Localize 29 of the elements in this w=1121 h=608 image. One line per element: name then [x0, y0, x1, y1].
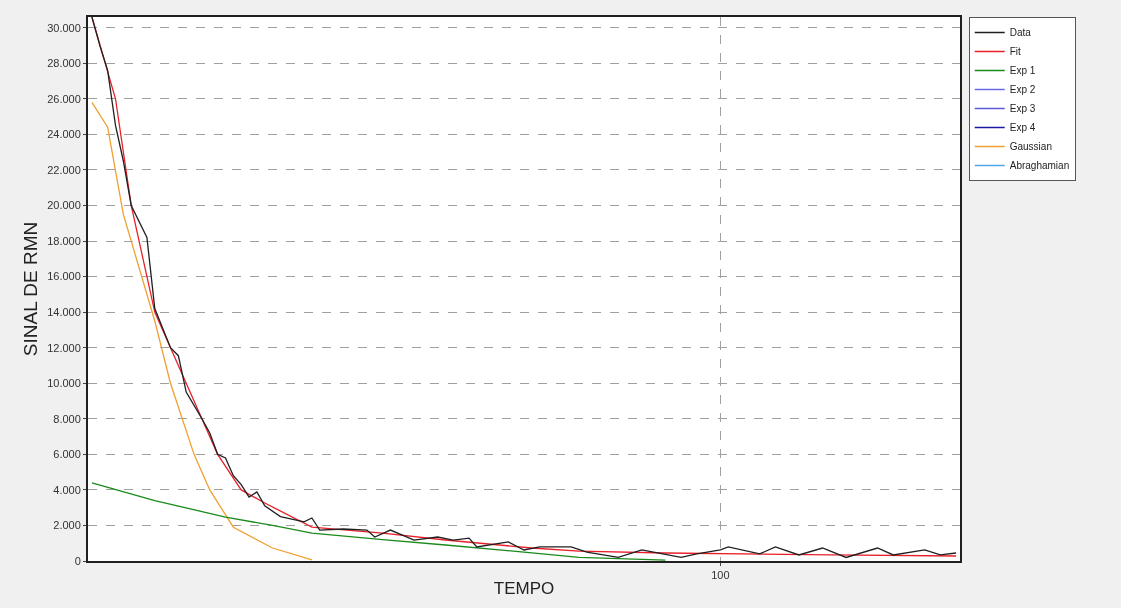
legend-label: Gaussian — [1009, 141, 1052, 153]
y-tick-label: 16.000 — [47, 270, 81, 283]
y-tick-label: 14.000 — [47, 305, 81, 318]
legend-label: Fit — [1009, 46, 1022, 58]
line-series — [91, 101, 313, 561]
y-tick-label: 24.000 — [47, 128, 81, 141]
legend-label: Exp 4 — [1009, 122, 1036, 134]
y-axis-title: SINAL DE RMN — [20, 221, 42, 357]
y-tick-label: 22.000 — [47, 163, 81, 176]
y-tick-label: 10.000 — [47, 377, 81, 390]
y-tick-label: 0 — [74, 554, 81, 567]
y-tick-label: 4.000 — [53, 483, 81, 496]
y-tick-label: 2.000 — [53, 519, 81, 532]
y-tick-label: 12.000 — [47, 341, 81, 354]
legend-label: Exp 3 — [1009, 103, 1036, 115]
y-tick-label: 8.000 — [53, 412, 81, 425]
line-series — [91, 482, 667, 561]
x-axis-title: TEMPO — [493, 579, 555, 599]
y-tick-label: 18.000 — [47, 234, 81, 247]
x-tick-label: 100 — [711, 569, 730, 582]
legend-label: Abraghamian — [1009, 160, 1070, 172]
legend-label: Exp 1 — [1009, 65, 1036, 77]
legend-label: Data — [1009, 27, 1032, 39]
legend-label: Exp 2 — [1009, 84, 1036, 96]
y-tick-label: 28.000 — [47, 57, 81, 70]
y-tick-label: 6.000 — [53, 448, 81, 461]
y-tick-label: 30.000 — [47, 21, 81, 34]
y-tick-label: 20.000 — [47, 199, 81, 212]
y-tick-label: 26.000 — [47, 92, 81, 105]
